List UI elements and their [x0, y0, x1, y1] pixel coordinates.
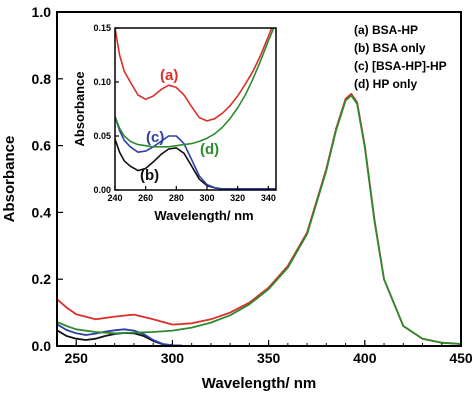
curve-label-c: (c)	[146, 129, 164, 146]
main-y-axis-label: Absorbance	[1, 136, 18, 223]
inset-plot-frame	[114, 27, 277, 191]
inset-background	[115, 28, 276, 190]
inset-y-axis-label: Absorbance	[72, 71, 87, 146]
inset-series-group	[115, 28, 276, 190]
main-y-tick-label: 0.2	[32, 271, 52, 287]
main-y-tick-label: 0.0	[32, 338, 52, 354]
main-y-tick-label: 0.8	[32, 71, 52, 87]
inset-series-line	[115, 28, 275, 148]
main-x-tick-label: 300	[161, 350, 185, 366]
inset-y-tick-label: 0.15	[93, 23, 111, 33]
inset-y-ticks: 0.00 0.05 0.10 0.15	[93, 23, 119, 195]
curve-label-b: (b)	[140, 167, 159, 184]
inset-x-tick-label: 280	[169, 193, 184, 203]
inset-y-tick-label: 0.05	[93, 131, 111, 141]
main-plot: 250 300 350 400 450 0.0 0.2 0.4 0.6 0.8 1.0 Wavel…	[1, 4, 473, 392]
inset-y-tick-label: 0.00	[93, 185, 111, 195]
legend-item: (d) HP only	[354, 77, 417, 91]
main-x-tick-label: 400	[353, 350, 377, 366]
main-y-tick-label: 0.6	[32, 138, 52, 154]
legend: (a) BSA-HP (b) BSA only (c) [BSA-HP]-HP …	[354, 23, 447, 91]
legend-item: (c) [BSA-HP]-HP	[354, 59, 447, 73]
inset-x-tick-label: 320	[230, 193, 245, 203]
main-y-ticks: 0.0 0.2 0.4 0.6 0.8 1.0	[32, 4, 63, 354]
main-x-tick-label: 350	[257, 350, 281, 366]
legend-item: (b) BSA only	[354, 41, 426, 55]
legend-item: (a) BSA-HP	[354, 23, 418, 37]
main-y-tick-label: 0.4	[32, 204, 52, 220]
inset-x-tick-label: 300	[199, 193, 214, 203]
main-x-axis-label: Wavelength/ nm	[202, 375, 316, 392]
inset-series-line	[115, 116, 276, 190]
inset-x-tick-label: 260	[138, 193, 153, 203]
curve-label-d: (d)	[200, 141, 219, 158]
curve-label-a: (a)	[160, 67, 178, 84]
inset-x-tick-label: 340	[261, 193, 276, 203]
main-series-line	[57, 94, 461, 345]
inset-x-tick-label: 240	[107, 193, 122, 203]
main-x-tick-label: 250	[65, 350, 89, 366]
main-plot-frame	[56, 11, 462, 347]
inset-x-ticks: 240 260 280 300 320 340	[107, 186, 276, 203]
inset-plot: 240 260 280 300 320 340 0.00 0.05 0.10 0.15 Wave…	[72, 23, 277, 223]
main-x-ticks: 250 300 350 400 450	[56, 340, 473, 366]
inset-series-line	[115, 28, 273, 122]
main-series-group	[57, 92, 461, 346]
main-series-line	[57, 323, 183, 346]
inset-curve-labels: (a) (b) (c) (d)	[140, 67, 219, 184]
inset-x-axis-label: Wavelength/ nm	[154, 208, 253, 223]
main-y-tick-label: 1.0	[32, 4, 52, 20]
inset-y-tick-label: 0.10	[93, 77, 111, 87]
main-x-tick-label: 450	[449, 350, 473, 366]
